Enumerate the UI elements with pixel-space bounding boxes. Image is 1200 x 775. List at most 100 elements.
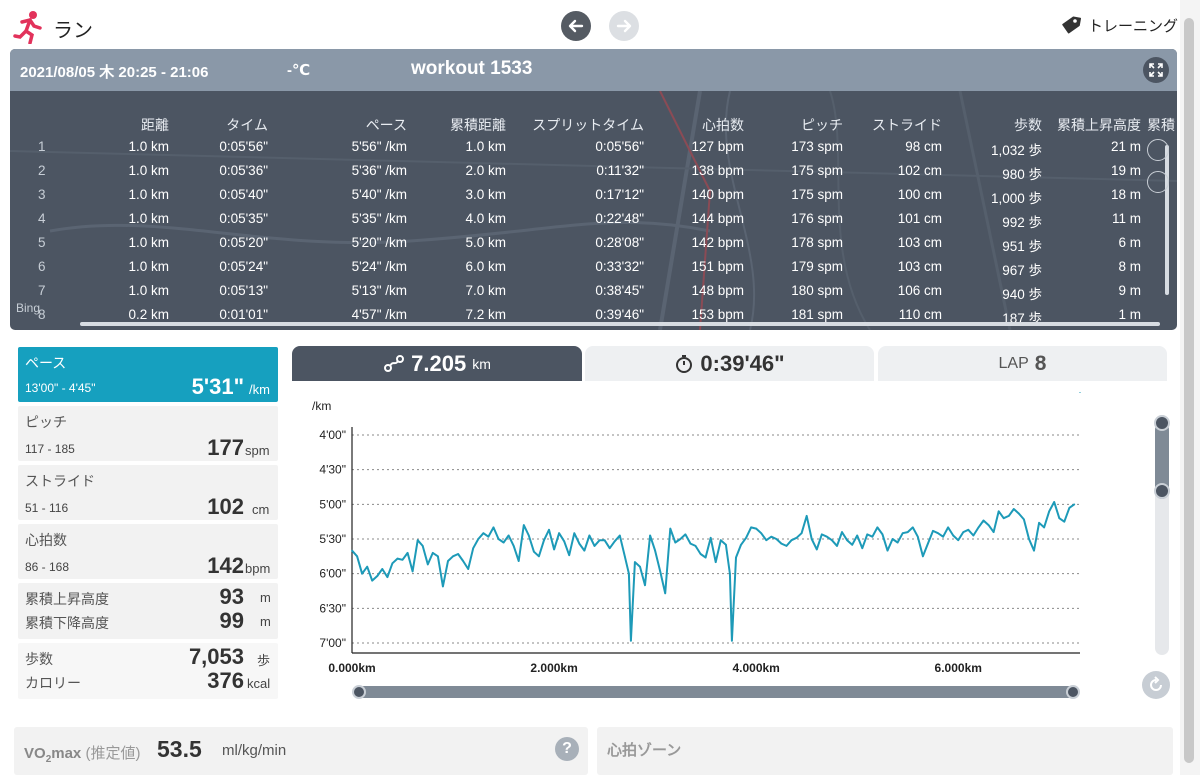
tab-lap-label: LAP [998, 354, 1029, 372]
training-label: トレーニング [1087, 17, 1178, 35]
metrics-list: ペース 13'00" - 4'45" 5'31" /km ピッチ 117 - 1… [18, 347, 278, 703]
pace-data-point [927, 542, 929, 545]
lap-cell: 7.2 km [465, 307, 506, 322]
lap-cell: 1.0 km [128, 163, 169, 178]
metric-stride[interactable]: ストライド 51 - 116 102 cm [18, 465, 278, 520]
map-zoom-out-button[interactable] [1147, 139, 1169, 161]
reset-zoom-button[interactable] [1142, 671, 1170, 699]
lap-cell: 1,000 歩 [990, 191, 1042, 206]
metric-elevation[interactable]: 累積上昇高度 93 m 累積下降高度 99 m [18, 583, 278, 639]
pace-chart[interactable]: /km 4'00" 4'30" 5'00" 5'30" 6'00" 6'30" 7'00" 0.… [292, 392, 1092, 722]
workout-temperature: -℃ [287, 62, 311, 79]
lap-cell: 9 m [1118, 283, 1141, 298]
pace-data-point [1053, 501, 1055, 503]
metric-pace[interactable]: ペース 13'00" - 4'45" 5'31" /km [18, 347, 278, 402]
laps-horizontal-scrollbar[interactable] [80, 322, 1160, 326]
map-layer-button[interactable] [1147, 171, 1169, 193]
pace-data-point [1013, 508, 1015, 510]
lap-row[interactable]: 1 1.0 km 0:05'56" 5'56" /km 1.0 km 0:05'56" 12… [10, 135, 1177, 159]
chart-y-tick-label: 7'00" [319, 636, 346, 650]
pace-data-point [694, 545, 697, 547]
lap-cell: 127 bpm [691, 139, 744, 154]
lap-cell: 0:05'13" [219, 283, 268, 298]
pace-data-point [548, 529, 550, 531]
pace-data-point [871, 535, 874, 538]
pace-data-point [952, 534, 954, 537]
metric-steps-calories[interactable]: 歩数 7,053 歩 カロリー 376 kcal [18, 643, 278, 699]
lap-row[interactable]: 3 1.0 km 0:05'40" 5'40" /km 3.0 km 0:17'12" 14… [10, 183, 1177, 207]
pace-data-point [1058, 517, 1061, 519]
lap-cell: 6 m [1118, 235, 1141, 250]
tab-distance[interactable]: 7.205 km [292, 346, 582, 381]
pace-data-point [704, 556, 707, 559]
lap-cell: 175 spm [791, 163, 843, 178]
tab-time[interactable]: 0:39'46" [585, 346, 874, 381]
lap-row[interactable]: 6 1.0 km 0:05'24" 5'24" /km 6.0 km 0:33'32" 15… [10, 255, 1177, 279]
pace-data-point [982, 519, 985, 522]
pace-data-point [821, 533, 823, 536]
previous-workout-button[interactable] [561, 11, 591, 41]
distance-range-slider[interactable] [352, 685, 1080, 699]
pace-range-bottom-handle[interactable] [1154, 483, 1170, 499]
range-end-handle[interactable] [1066, 685, 1080, 699]
lap-cell: 3.0 km [465, 187, 506, 202]
lap-cell: 992 歩 [1002, 215, 1042, 230]
pace-data-point [396, 557, 399, 560]
lap-cell: 5'13" /km [351, 283, 407, 298]
lap-row[interactable]: 2 1.0 km 0:05'36" 5'36" /km 2.0 km 0:11'32" 13… [10, 159, 1177, 183]
pace-data-point [608, 547, 611, 549]
chart-y-tick-label: 6'00" [319, 567, 346, 581]
next-workout-button[interactable] [609, 11, 639, 41]
laps-header-cell: タイム [226, 117, 268, 133]
pace-range-fill [1155, 423, 1169, 499]
page-scrollbar[interactable] [1180, 0, 1200, 775]
lap-row[interactable]: 7 1.0 km 0:05'13" 5'13" /km 7.0 km 0:38'45" 14… [10, 279, 1177, 303]
lap-cell: 179 spm [791, 259, 843, 274]
laps-header-cell: 累積 [1147, 117, 1175, 133]
chart-x-tick-label: 2.000km [530, 661, 577, 675]
tab-lap[interactable]: LAP 8 [878, 346, 1167, 381]
lap-row[interactable]: 5 1.0 km 0:05'20" 5'20" /km 5.0 km 0:28'08" 14… [10, 231, 1177, 255]
pace-data-point [1063, 520, 1066, 523]
laps-vertical-scrollbar[interactable] [1165, 145, 1169, 295]
tab-lap-value: 8 [1034, 351, 1047, 375]
lap-cell: 967 歩 [1002, 263, 1042, 278]
help-icon[interactable]: ? [555, 737, 579, 761]
chart-x-tick-label: 6.000km [935, 661, 982, 675]
pace-data-point [901, 532, 904, 534]
pace-range-top-handle[interactable] [1154, 415, 1170, 431]
laps-table: 距離 タイム ペース 累積距離 スプリットタイム 心拍数 ピッチ ストライド 歩数 累積上昇高度累… [10, 111, 1177, 327]
pace-range-slider[interactable] [1154, 415, 1170, 655]
pace-data-point [457, 553, 459, 555]
lap-row[interactable]: 4 1.0 km 0:05'35" 5'35" /km 4.0 km 0:22'48" 14… [10, 207, 1177, 231]
lap-cell: 4'57" /km [351, 307, 407, 322]
lap-cell: 98 cm [905, 139, 942, 154]
lap-cell: 0:22'48" [595, 211, 644, 226]
runner-icon [13, 11, 42, 44]
metric-ascent-value: 93 [219, 584, 244, 609]
pace-data-point [356, 555, 358, 558]
range-start-handle[interactable] [352, 685, 366, 699]
pace-data-point [634, 561, 636, 563]
training-button[interactable]: トレーニング [1060, 14, 1178, 36]
lap-cell: 0:33'32" [595, 259, 644, 274]
pace-data-point [800, 532, 803, 534]
pace-data-point [553, 548, 555, 551]
page-scrollbar-thumb[interactable] [1184, 18, 1194, 763]
pace-data-point [558, 532, 560, 534]
metric-heart-rate[interactable]: 心拍数 86 - 168 142 bpm [18, 524, 278, 579]
expand-button[interactable] [1143, 57, 1169, 83]
pace-data-point [593, 545, 596, 547]
pace-data-point [624, 555, 626, 558]
pace-data-point [770, 535, 773, 538]
pace-data-point [775, 538, 778, 540]
metric-heart-range: 86 - 168 [25, 560, 70, 574]
tab-distance-value: 7.205 [411, 350, 467, 376]
lap-cell: 151 bpm [691, 259, 744, 274]
pace-data-point [1033, 549, 1035, 552]
metric-stride-name: ストライド [25, 473, 95, 489]
metric-pitch[interactable]: ピッチ 117 - 185 177 spm [18, 406, 278, 461]
pace-data-point [765, 539, 768, 541]
chart-y-axis-label: /km [312, 399, 331, 413]
metric-steps-value: 7,053 [188, 644, 244, 669]
